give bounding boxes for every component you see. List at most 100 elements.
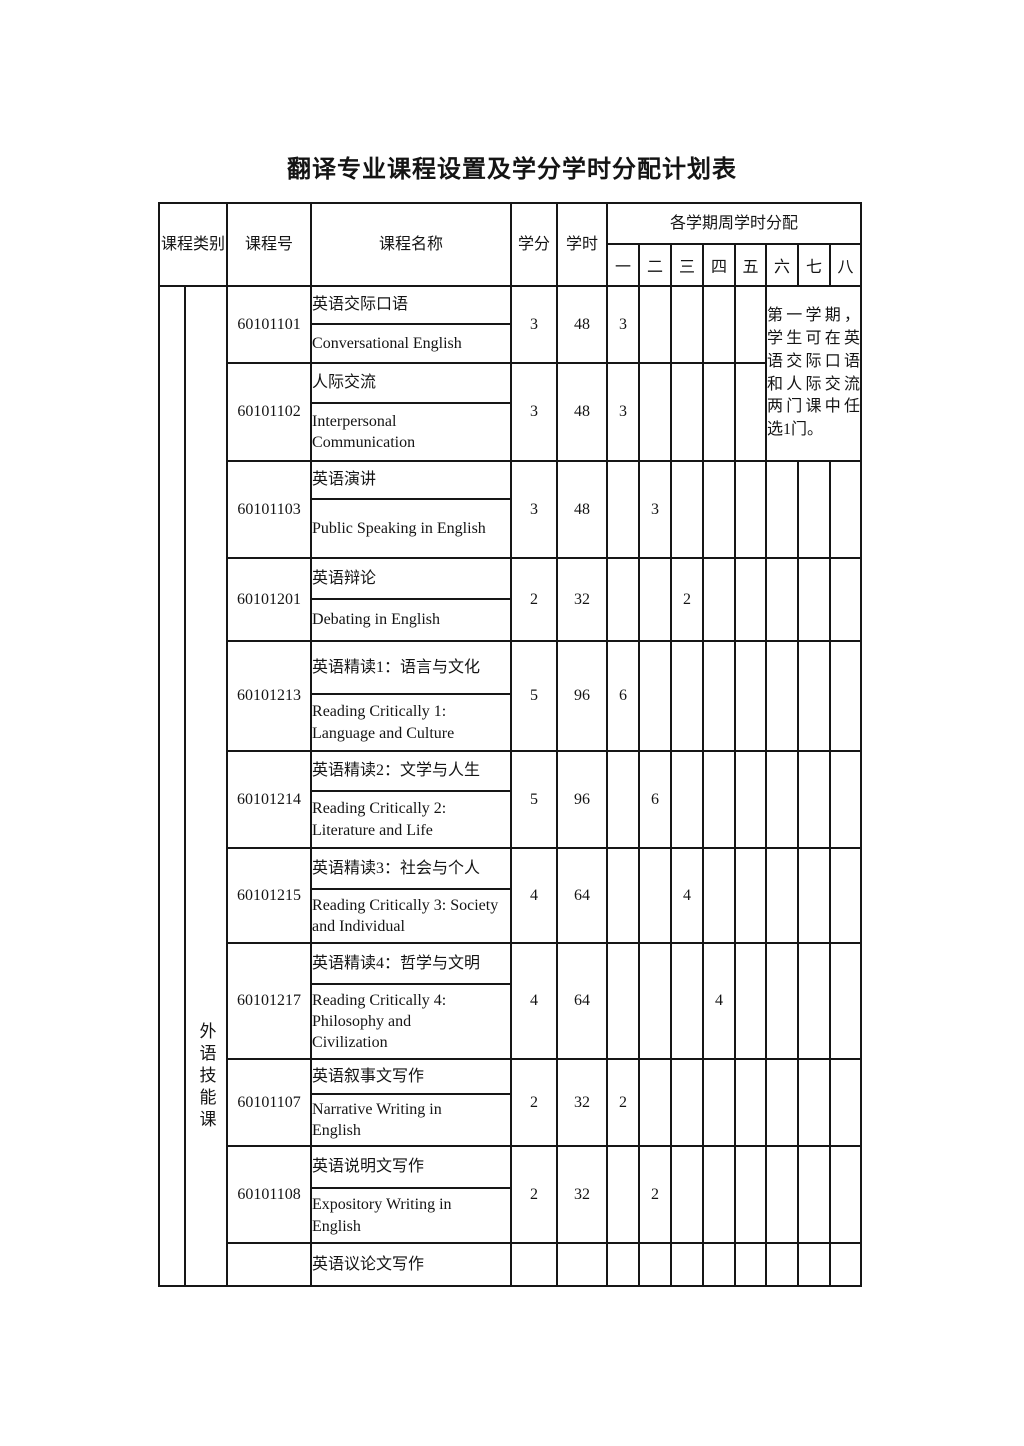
hours-cell: 48 (556, 285, 609, 364)
category-label: 外语技能课 (196, 1022, 216, 1132)
table-row: Reading Critically 2: Literature and Lif… (159, 790, 861, 849)
header-hours: 学时 (556, 202, 609, 287)
sem-cell: 6 (638, 750, 673, 849)
course-name-cn: 英语辩论 (310, 557, 513, 600)
course-no: 60101101 (226, 285, 313, 364)
header-sem-1: 一 (606, 243, 641, 287)
sem-cell (734, 1242, 768, 1287)
table-row: Debating in English (159, 598, 861, 642)
sem-cell (670, 362, 705, 462)
sem-cell (829, 460, 863, 559)
course-no: 60101201 (226, 557, 313, 642)
hours-cell: 32 (556, 1145, 609, 1244)
sem-cell (734, 1145, 768, 1244)
course-name-cn: 英语演讲 (310, 460, 513, 500)
course-name-en: Reading Critically 4: Philosophy and Civ… (310, 983, 513, 1060)
credits-cell: 5 (510, 750, 559, 849)
table-row: 60101214 英语精读2：文学与人生 5 96 6 (159, 750, 863, 849)
table-row: 60101108 英语说明文写作 2 32 2 (159, 1145, 863, 1244)
header-sem-2: 二 (638, 243, 673, 287)
hours-cell: 64 (556, 942, 609, 1060)
table-row: Reading Critically 3: Society and Indivi… (159, 888, 861, 944)
sem-cell (797, 460, 832, 559)
sem-cell (638, 1058, 673, 1147)
course-name-en: Reading Critically 3: Society and Indivi… (310, 888, 513, 944)
header-sem-4: 四 (702, 243, 737, 287)
category-col-label: 外语技能课 (183, 285, 229, 1287)
sem-cell (638, 1242, 673, 1287)
sem-cell (702, 1058, 737, 1147)
sem-cell (702, 362, 737, 462)
table-row: 60101201 英语辩论 2 32 2 (159, 557, 863, 642)
sem-cell (734, 1058, 768, 1147)
sem-cell (702, 1145, 737, 1244)
sem-cell (797, 1242, 832, 1287)
sem-cell (829, 640, 863, 752)
sem-cell (670, 942, 705, 1060)
table-row: 60101217 英语精读4：哲学与文明 4 64 4 (159, 942, 863, 1060)
sem-cell (829, 1058, 863, 1147)
sem-cell (638, 285, 673, 364)
sem-cell (670, 640, 705, 752)
table-row: 英语议论文写作 (159, 1242, 863, 1287)
hours-cell: 32 (556, 557, 609, 642)
hours-cell: 96 (556, 750, 609, 849)
sem-cell (734, 460, 768, 559)
credits-cell: 4 (510, 847, 559, 944)
course-name-en: Expository Writing in English (310, 1187, 513, 1244)
sem-cell (670, 750, 705, 849)
sem-cell (606, 942, 641, 1060)
course-name-en: Conversational English (310, 323, 513, 364)
sem-cell (765, 640, 800, 752)
sem-cell (797, 942, 832, 1060)
credits-cell: 3 (510, 285, 559, 364)
sem-cell (606, 750, 641, 849)
sem-cell (638, 362, 673, 462)
table-row: Interpersonal Communication (159, 402, 861, 462)
sem-cell (765, 942, 800, 1060)
course-no: 60101213 (226, 640, 313, 752)
sem-cell (829, 557, 863, 642)
course-name-cn: 英语交际口语 (310, 285, 513, 325)
course-plan-table: 课程类别 课程号 课程名称 学分 学时 各学期周学时分配 一 二 三 四 五 六… (157, 202, 863, 1287)
course-name-en: Interpersonal Communication (310, 402, 513, 462)
hours-cell: 48 (556, 362, 609, 462)
sem-cell (765, 460, 800, 559)
table-row: 60101107 英语叙事文写作 2 32 2 (159, 1058, 863, 1147)
sem-cell (606, 847, 641, 944)
sem-cell: 4 (670, 847, 705, 944)
sem-cell: 2 (606, 1058, 641, 1147)
header-sem-6: 六 (765, 243, 800, 287)
sem-cell (797, 640, 832, 752)
table-row: Reading Critically 4: Philosophy and Civ… (159, 983, 861, 1060)
sem-cell (765, 1242, 800, 1287)
hours-cell (556, 1242, 609, 1287)
sem-cell (734, 362, 768, 462)
table-row: Expository Writing in English (159, 1187, 861, 1244)
sem-cell (638, 640, 673, 752)
sem-cell (829, 847, 863, 944)
course-name-cn: 英语精读1：语言与文化 (310, 640, 513, 695)
header-sem-8: 八 (829, 243, 863, 287)
sem-cell (765, 750, 800, 849)
sem-cell (734, 750, 768, 849)
course-name-en: Reading Critically 1: Language and Cultu… (310, 693, 513, 752)
sem-cell (829, 1242, 863, 1287)
sem-cell (638, 847, 673, 944)
hours-cell: 64 (556, 847, 609, 944)
course-no: 60101107 (226, 1058, 313, 1147)
credits-cell (510, 1242, 559, 1287)
sem-cell (829, 942, 863, 1060)
sem-cell (606, 1145, 641, 1244)
table-row: Reading Critically 1: Language and Cultu… (159, 693, 861, 752)
sem-cell (734, 640, 768, 752)
header-course-no: 课程号 (226, 202, 313, 287)
header-sem-7: 七 (797, 243, 832, 287)
table-row: 60101103 英语演讲 3 48 3 (159, 460, 863, 559)
sem-cell (638, 942, 673, 1060)
sem-cell (702, 750, 737, 849)
table-row: Public Speaking in English (159, 498, 861, 559)
category-col-outer (158, 285, 186, 1287)
header-sem-5: 五 (734, 243, 768, 287)
